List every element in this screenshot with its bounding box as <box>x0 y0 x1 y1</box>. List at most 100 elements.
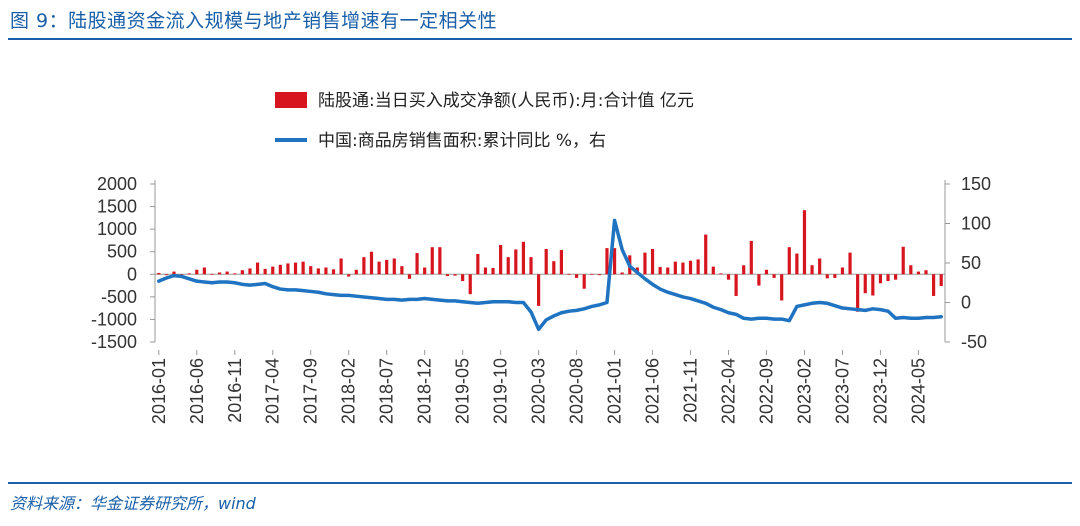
x-axis-tick-labels: 2016-01 2016-06 2016-11 2017-04 2017-09 2018-… <box>149 350 928 424</box>
bar-2016-06 <box>195 269 199 275</box>
line-point-2022-10 <box>773 318 775 320</box>
line-point-2019-02 <box>439 299 441 301</box>
bar-2016-01 <box>157 272 161 275</box>
bar-series <box>157 210 943 312</box>
line-point-2016-12 <box>241 283 243 285</box>
bar-2020-11 <box>597 274 601 276</box>
line-point-2019-05 <box>462 301 464 303</box>
bar-2018-08 <box>392 258 396 275</box>
left-tick-label: 0 <box>127 264 137 284</box>
bar-2021-11 <box>688 260 693 275</box>
right-axis-ticks: 150 100 50 0 -50 <box>945 174 991 352</box>
left-tick-label: 2000 <box>97 174 137 194</box>
bar-2016-07 <box>202 267 206 275</box>
line-series <box>157 218 943 332</box>
line-point-2016-09 <box>218 281 221 283</box>
bar-2024-08 <box>939 274 943 287</box>
bar-2022-04 <box>726 274 731 280</box>
line-point-2024-05 <box>917 317 920 319</box>
bar-2021-01 <box>612 248 617 275</box>
x-tick-label: 2024-05 <box>908 358 928 424</box>
line-point-2023-12 <box>879 309 882 311</box>
bar-2016-08 <box>210 273 214 275</box>
bar-2018-06 <box>377 261 381 275</box>
line-point-2017-02 <box>256 283 259 285</box>
bar-2022-08 <box>757 274 761 286</box>
line-point-2019-09 <box>492 301 494 303</box>
bar-2017-01 <box>248 268 252 275</box>
line-point-2024-08 <box>940 316 942 318</box>
bar-2021-05 <box>643 252 647 275</box>
line-point-2023-03 <box>811 302 813 304</box>
x-tick-label: 2016-06 <box>187 358 207 424</box>
line-point-2021-07 <box>659 288 661 290</box>
line-point-2020-07 <box>568 310 570 312</box>
line-point-2017-05 <box>279 288 281 290</box>
bar-2017-11 <box>324 267 328 275</box>
bar-2016-09 <box>217 272 222 275</box>
bar-2017-04 <box>271 266 275 275</box>
line-point-2021-11 <box>689 297 692 300</box>
chart: 陆股通:当日买入成交净额(人民币):月:合计值 亿元 中国:商品房销售面积:累计… <box>91 91 991 424</box>
bar-2023-05 <box>825 274 829 279</box>
bar-2020-04 <box>544 249 548 275</box>
line-point-2024-07 <box>933 316 935 319</box>
x-tick-label: 2017-09 <box>301 358 321 424</box>
bar-2019-06 <box>468 274 472 295</box>
line-point-2024-04 <box>910 317 912 319</box>
bar-2018-07 <box>385 259 389 275</box>
bar-2019-08 <box>483 267 488 275</box>
line-point-2018-02 <box>348 294 350 296</box>
line-point-2022-12 <box>788 320 790 322</box>
x-tick-label: 2022-04 <box>719 358 739 424</box>
x-tick-label: 2018-02 <box>339 358 359 424</box>
bar-2023-07 <box>840 267 845 275</box>
line-point-2018-12 <box>424 297 426 300</box>
line-point-2016-06 <box>196 280 198 282</box>
bar-2022-02 <box>711 266 715 275</box>
bar-2018-05 <box>369 251 374 275</box>
line-point-2018-05 <box>370 297 373 299</box>
line-point-2017-03 <box>264 282 266 285</box>
line-point-2018-03 <box>355 295 357 297</box>
bar-2017-06 <box>286 263 290 275</box>
bar-2016-03 <box>172 271 176 275</box>
line-point-2016-05 <box>188 278 190 280</box>
bar-2021-09 <box>673 261 677 275</box>
right-tick-label: 100 <box>961 214 991 234</box>
bar-2020-12 <box>605 248 609 275</box>
bar-2024-06 <box>924 270 928 275</box>
bar-2016-11 <box>233 273 237 275</box>
bar-2018-04 <box>362 257 366 275</box>
bar-2016-05 <box>187 273 191 275</box>
line-point-2020-06 <box>560 312 562 314</box>
line-point-2023-02 <box>803 304 806 306</box>
line-point-2023-05 <box>826 302 828 304</box>
bar-2019-11 <box>506 257 510 275</box>
line-point-2022-04 <box>727 312 730 314</box>
x-tick-label: 2023-12 <box>870 358 890 424</box>
bar-2019-05 <box>461 274 465 282</box>
left-tick-label: 500 <box>107 242 137 262</box>
line-point-2021-05 <box>644 278 646 280</box>
line-point-2024-06 <box>925 316 927 319</box>
bar-2019-01 <box>430 247 434 275</box>
line-point-2023-01 <box>796 305 798 308</box>
bar-2017-12 <box>331 269 336 275</box>
bar-2024-05 <box>916 271 921 275</box>
line-point-2021-06 <box>651 283 654 285</box>
line-point-2021-08 <box>667 291 669 293</box>
line-point-2021-02 <box>621 248 623 251</box>
line-point-2023-08 <box>849 308 851 310</box>
bar-2017-10 <box>316 268 320 275</box>
x-tick-label: 2020-03 <box>529 358 549 424</box>
line-point-2020-12 <box>606 301 608 304</box>
x-tick-label: 2021-11 <box>681 358 701 423</box>
bar-2023-04 <box>818 258 822 275</box>
line-point-2018-04 <box>363 296 365 298</box>
x-tick-label: 2021-01 <box>605 358 625 424</box>
bar-2023-10 <box>863 274 867 294</box>
bar-2023-11 <box>871 274 875 296</box>
bar-2024-03 <box>901 246 905 275</box>
line-point-2018-08 <box>393 298 395 300</box>
